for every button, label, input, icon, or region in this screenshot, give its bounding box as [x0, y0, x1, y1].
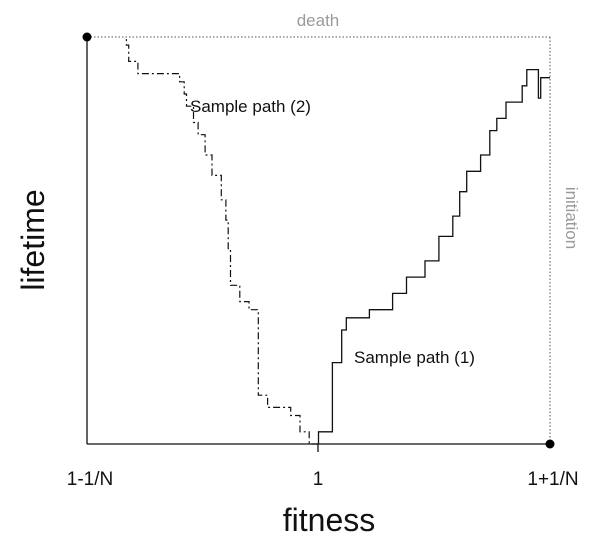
initiation-label: initiation [562, 187, 581, 249]
x-tick-left: 1-1/N [67, 469, 113, 490]
sample-path-1-line [317, 68, 550, 444]
sample-path-1-label: Sample path (1) [354, 348, 475, 367]
top-left-corner-dot [82, 32, 92, 42]
sample-path-2-line [125, 37, 319, 445]
x-axis-title: fitness [283, 502, 375, 538]
x-tick-right: 1+1/N [527, 469, 578, 490]
y-axis-title: lifetime [15, 189, 51, 290]
death-label: death [297, 11, 340, 30]
x-tick-center: 1 [313, 469, 324, 490]
sample-path-2-label: Sample path (2) [190, 97, 311, 116]
bottom-right-corner-dot [545, 439, 555, 449]
